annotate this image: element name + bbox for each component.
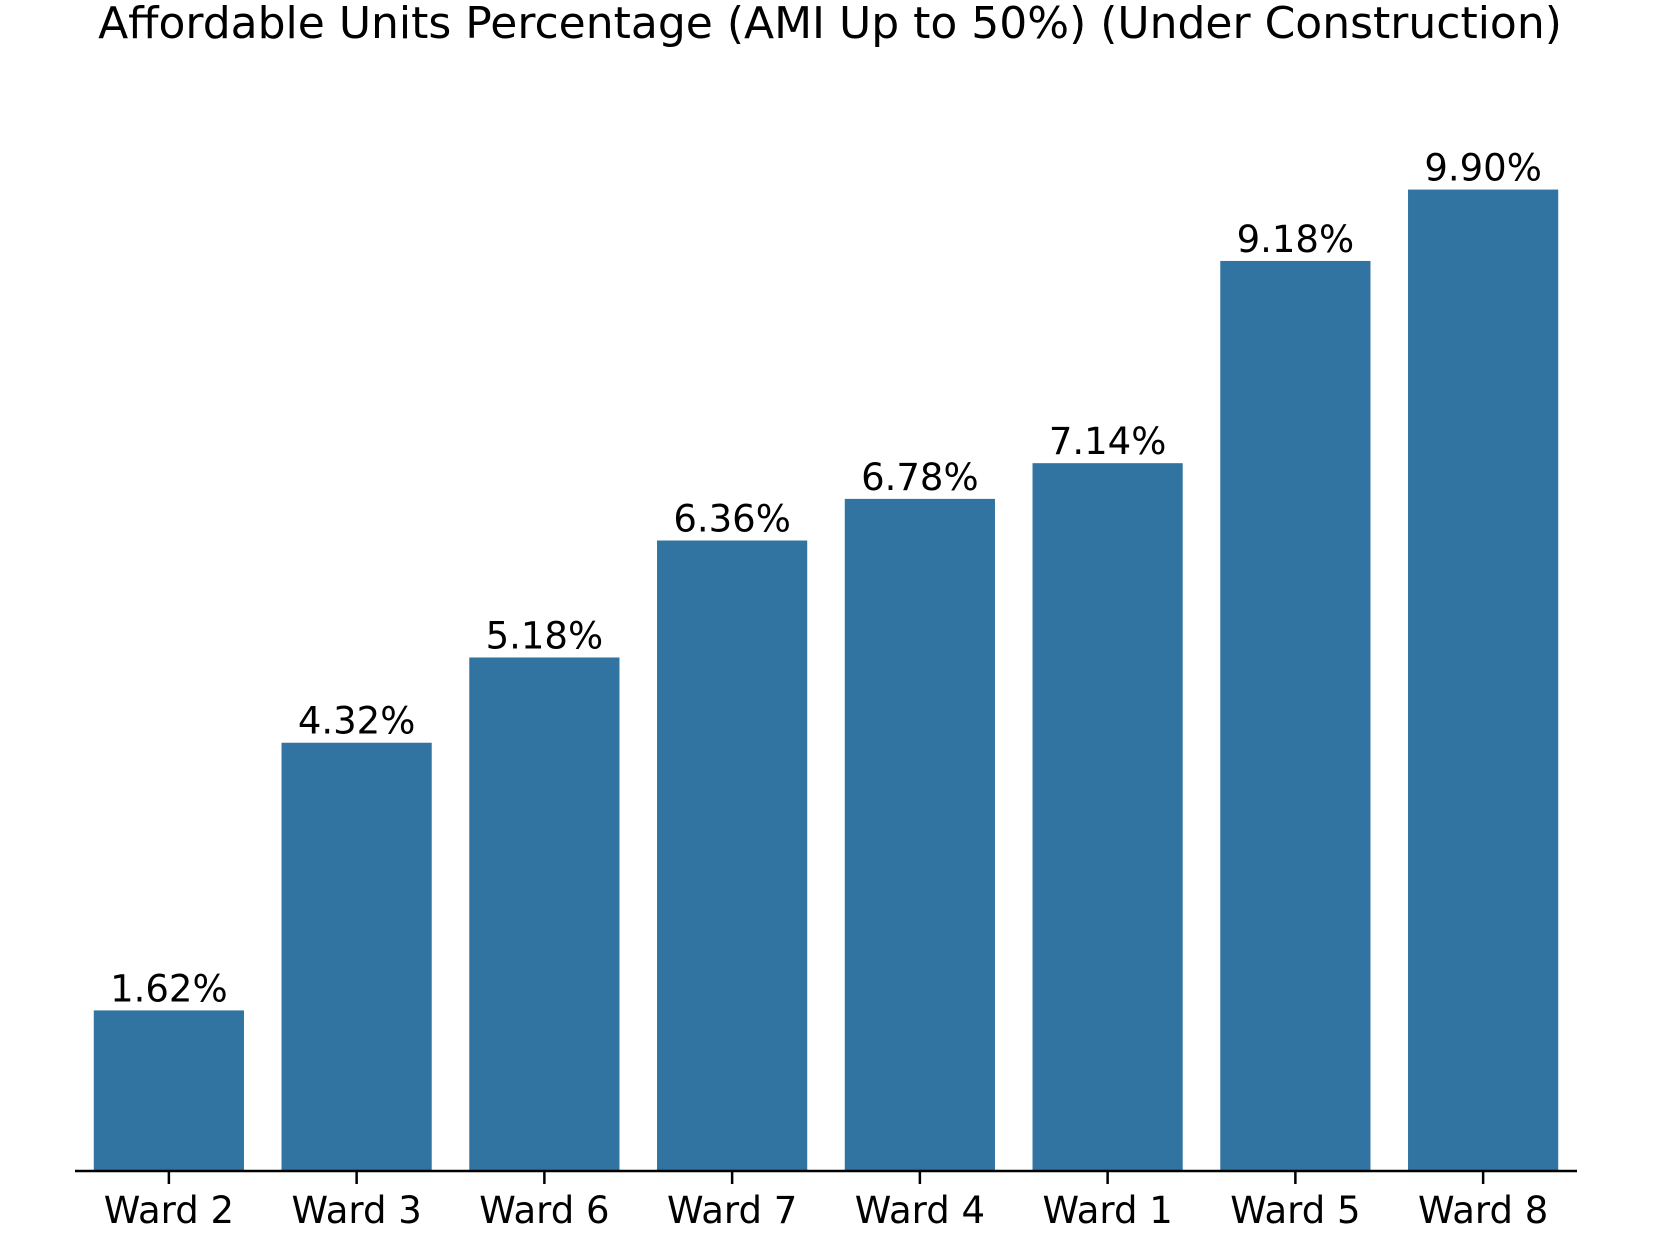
bar-ward-8 (1408, 189, 1559, 1171)
x-ticks-group: Ward 2 Ward 3 Ward 6 Ward 7 Ward 4 Ward 1 Ward… (104, 1171, 1548, 1232)
x-tick-label: Ward 8 (1418, 1189, 1548, 1232)
bar-ward-5 (1220, 260, 1371, 1172)
bars-group (93, 189, 1559, 1172)
x-tick-label: Ward 1 (1043, 1189, 1173, 1232)
bar-value-label: 9.90% (1424, 147, 1542, 190)
bar-value-label: 1.62% (110, 967, 228, 1010)
x-tick-label: Ward 7 (667, 1189, 797, 1232)
bar-ward-4 (844, 498, 995, 1171)
bar-value-label: 9.18% (1237, 218, 1355, 261)
x-tick-label: Ward 5 (1230, 1189, 1360, 1232)
x-tick-label: Ward 4 (855, 1189, 985, 1232)
bar-value-label: 5.18% (486, 614, 604, 657)
x-tick-label: Ward 2 (104, 1189, 234, 1232)
bar-value-label: 6.78% (861, 456, 979, 499)
bar-ward-6 (469, 657, 620, 1171)
bar-ward-2 (93, 1010, 244, 1171)
bar-ward-7 (657, 540, 808, 1171)
bar-value-labels: 1.62% 4.32% 5.18% 6.36% 6.78% 7.14% 9.18% 9.90% (110, 147, 1542, 1011)
bar-ward-1 (1032, 463, 1183, 1171)
bar-ward-3 (281, 742, 432, 1171)
bar-value-label: 6.36% (673, 498, 791, 541)
chart-title: Affordable Units Percentage (AMI Up to 5… (98, 0, 1562, 49)
x-tick-label: Ward 3 (292, 1189, 422, 1232)
x-tick-label: Ward 6 (479, 1189, 609, 1232)
bar-value-label: 4.32% (298, 700, 416, 743)
bar-value-label: 7.14% (1049, 420, 1167, 463)
